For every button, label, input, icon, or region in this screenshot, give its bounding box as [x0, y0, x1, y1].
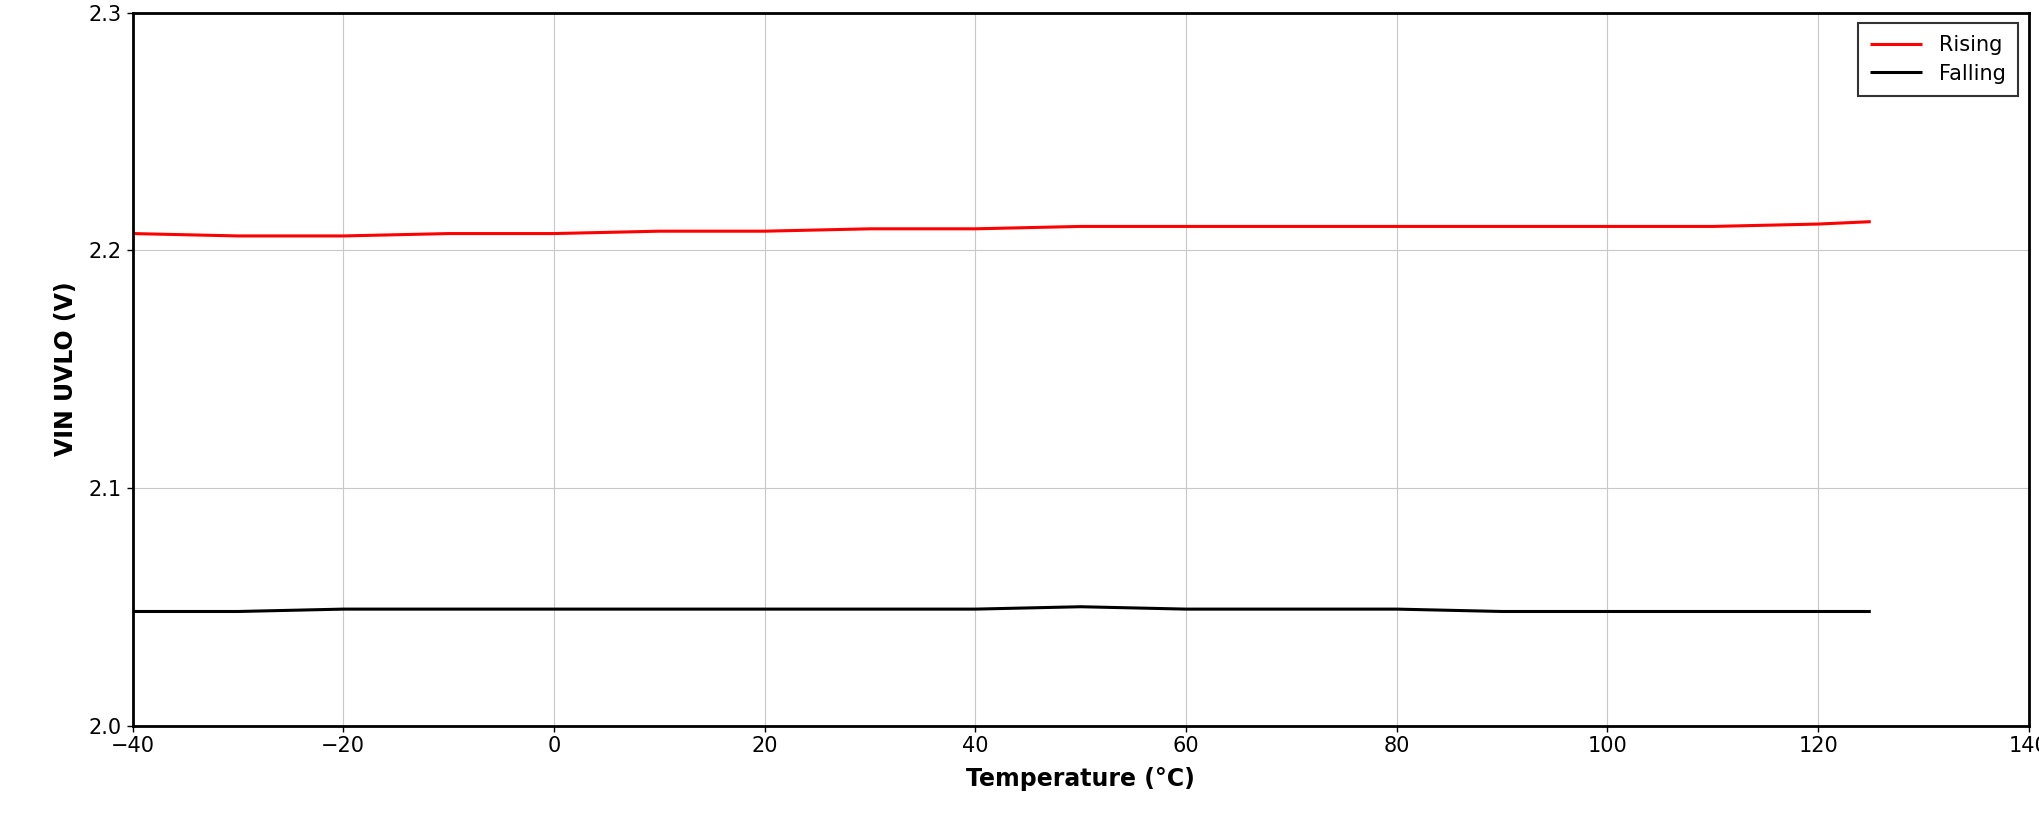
- Rising: [1174, 221, 1199, 231]
- Falling: [1491, 606, 1515, 616]
- Falling: [1068, 602, 1093, 612]
- Falling: [1174, 604, 1199, 614]
- Rising: [1701, 221, 1725, 231]
- Rising: [1278, 221, 1303, 231]
- Rising: [436, 229, 461, 239]
- Falling: [226, 606, 251, 616]
- Falling: [1384, 604, 1409, 614]
- Rising: [962, 224, 987, 234]
- Rising: [120, 229, 145, 239]
- Rising: [226, 231, 251, 241]
- Falling: [1278, 604, 1303, 614]
- Falling: [1594, 606, 1619, 616]
- Rising: [1068, 221, 1093, 231]
- Rising: [646, 226, 671, 236]
- Rising: [858, 224, 883, 234]
- Line: Rising: Rising: [133, 222, 1872, 236]
- Rising: [1594, 221, 1619, 231]
- Falling: [330, 604, 355, 614]
- Rising: [1384, 221, 1409, 231]
- Line: Falling: Falling: [133, 607, 1872, 611]
- Falling: [436, 604, 461, 614]
- Falling: [646, 604, 671, 614]
- Rising: [1491, 221, 1515, 231]
- Rising: [1860, 217, 1884, 227]
- Rising: [330, 231, 355, 241]
- Falling: [962, 604, 987, 614]
- Y-axis label: VIN UVLO (V): VIN UVLO (V): [53, 282, 77, 456]
- Falling: [1701, 606, 1725, 616]
- X-axis label: Temperature (°C): Temperature (°C): [966, 767, 1195, 791]
- Legend: Rising, Falling: Rising, Falling: [1858, 23, 2019, 96]
- Falling: [120, 606, 145, 616]
- Rising: [752, 226, 777, 236]
- Rising: [1807, 219, 1831, 229]
- Rising: [542, 229, 567, 239]
- Falling: [542, 604, 567, 614]
- Falling: [1807, 606, 1831, 616]
- Falling: [858, 604, 883, 614]
- Falling: [752, 604, 777, 614]
- Falling: [1860, 606, 1884, 616]
